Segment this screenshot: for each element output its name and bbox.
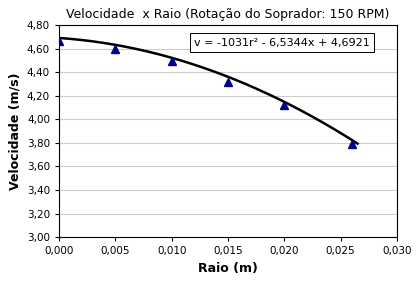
Y-axis label: Velocidade (m/s): Velocidade (m/s) bbox=[8, 72, 21, 190]
X-axis label: Raio (m): Raio (m) bbox=[198, 262, 258, 275]
Text: v = -1031r² - 6,5344x + 4,6921: v = -1031r² - 6,5344x + 4,6921 bbox=[194, 38, 370, 48]
Title: Velocidade  x Raio (Rotação do Soprador: 150 RPM): Velocidade x Raio (Rotação do Soprador: … bbox=[66, 8, 390, 21]
